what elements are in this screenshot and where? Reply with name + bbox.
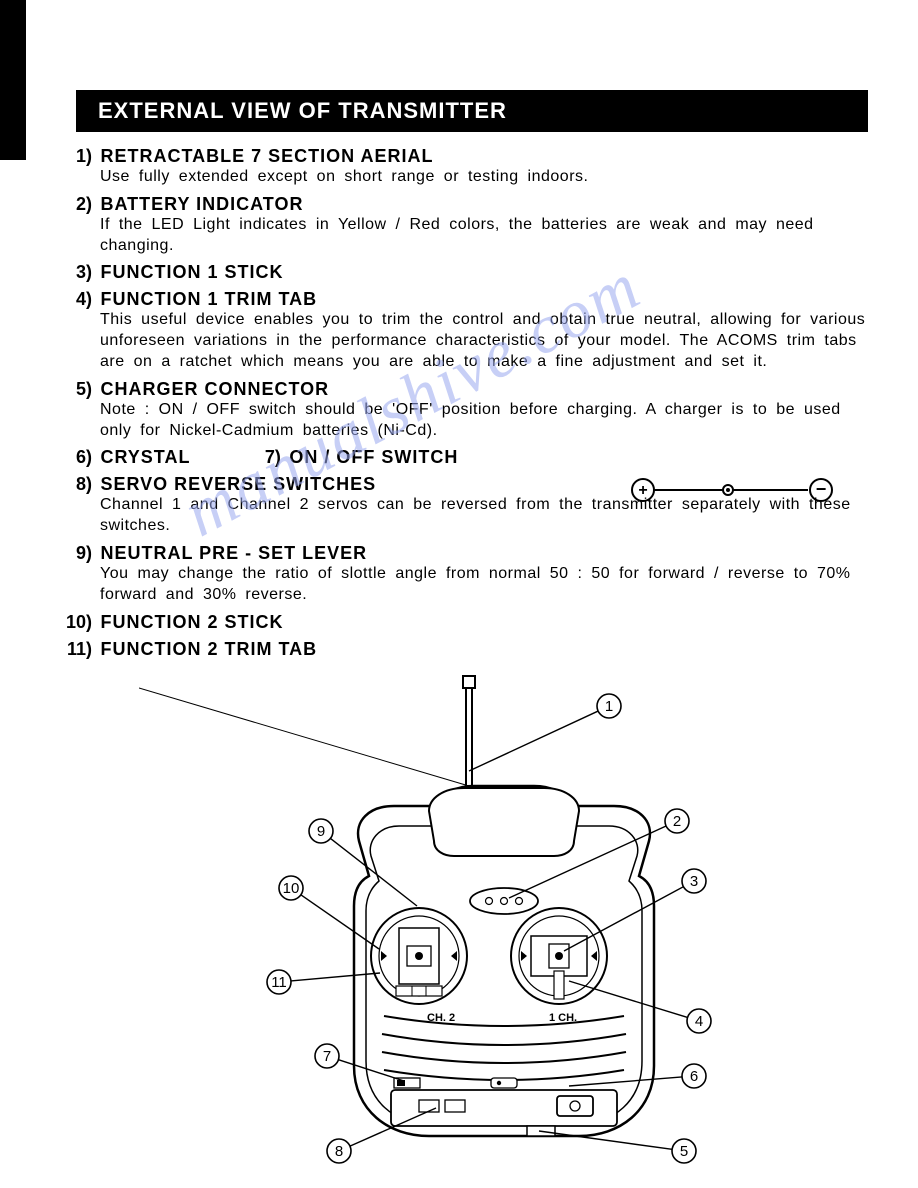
channel-1-label: 1 CH.	[549, 1012, 577, 1024]
item-number: 5)	[64, 379, 92, 400]
item-heading: SERVO REVERSE SWITCHES	[100, 474, 376, 494]
polarity-icon: + −	[628, 475, 838, 505]
callout-number: 11	[271, 974, 287, 991]
callout-number: 5	[680, 1143, 688, 1160]
item-heading: CHARGER CONNECTOR	[100, 379, 329, 399]
callout-number: 1	[605, 698, 613, 715]
item-number: 10)	[64, 612, 92, 633]
list-item: 9) NEUTRAL PRE - SET LEVER You may chang…	[64, 543, 868, 606]
function-2-stick-icon	[371, 908, 467, 1004]
item-number: 6)	[64, 447, 92, 468]
manual-page: EXTERNAL VIEW OF TRANSMITTER manualshive…	[0, 0, 918, 1188]
item-number: 8)	[64, 474, 92, 495]
servo-reverse-switch-icon	[445, 1100, 465, 1112]
list-item: 11) FUNCTION 2 TRIM TAB	[64, 639, 868, 660]
list-item: 2) BATTERY INDICATOR If the LED Light in…	[64, 194, 868, 257]
servo-reverse-switch-icon	[419, 1100, 439, 1112]
item-heading: FUNCTION 1 STICK	[100, 262, 283, 282]
item-description: Note : ON / OFF switch should be 'OFF' p…	[100, 400, 868, 442]
item-description: You may change the ratio of slottle angl…	[100, 564, 868, 606]
callout-number: 2	[673, 813, 681, 830]
item-number: 3)	[64, 262, 92, 283]
function-1-stick-icon	[511, 908, 607, 1004]
callout-number: 8	[335, 1143, 343, 1160]
item-heading: CRYSTAL	[100, 447, 190, 467]
item-heading: FUNCTION 2 STICK	[100, 612, 283, 632]
callout-line	[539, 1131, 672, 1149]
transmitter-diagram: CH. 2 1 CH. 1 2 3 4 5 6 7 8 9 10 11	[139, 666, 779, 1176]
section-title: EXTERNAL VIEW OF TRANSMITTER	[76, 90, 868, 132]
list-item: 10) FUNCTION 2 STICK	[64, 612, 868, 633]
list-item: 6) CRYSTAL 7) ON / OFF SWITCH	[64, 447, 868, 468]
channel-2-label: CH. 2	[427, 1012, 455, 1024]
aerial-icon	[139, 676, 475, 786]
item-heading: BATTERY INDICATOR	[100, 194, 303, 214]
item-number: 1)	[64, 146, 92, 167]
callout-number: 9	[317, 823, 325, 840]
item-heading: ON / OFF SWITCH	[289, 447, 458, 467]
item-number: 9)	[64, 543, 92, 564]
item-description: This useful device enables you to trim t…	[100, 310, 868, 372]
item-heading: RETRACTABLE 7 SECTION AERIAL	[100, 146, 433, 166]
list-item: 3) FUNCTION 1 STICK	[64, 262, 868, 283]
item-heading: NEUTRAL PRE - SET LEVER	[100, 543, 367, 563]
item-number: 11)	[64, 639, 92, 660]
minus-symbol: −	[816, 479, 827, 499]
callout-number: 4	[695, 1013, 703, 1030]
crystal-slot-icon	[557, 1096, 593, 1116]
callout-line	[469, 711, 598, 771]
transmitter-handle	[429, 788, 579, 856]
item-description: If the LED Light indicates in Yellow / R…	[100, 215, 868, 257]
item-number: 4)	[64, 289, 92, 310]
item-heading: FUNCTION 2 TRIM TAB	[100, 639, 317, 659]
item-heading: FUNCTION 1 TRIM TAB	[100, 289, 317, 309]
feature-list: 1) RETRACTABLE 7 SECTION AERIAL Use full…	[64, 146, 868, 660]
callout-number: 3	[690, 873, 698, 890]
list-item: 4) FUNCTION 1 TRIM TAB This useful devic…	[64, 289, 868, 372]
item-description: Use fully extended except on short range…	[100, 167, 868, 188]
item-number: 7)	[265, 447, 281, 468]
plus-symbol: +	[638, 482, 647, 499]
callout-number: 10	[283, 880, 300, 897]
callout-number: 7	[323, 1048, 331, 1065]
callout-number: 6	[690, 1068, 698, 1085]
list-item: 5) CHARGER CONNECTOR Note : ON / OFF swi…	[64, 379, 868, 442]
item-number: 2)	[64, 194, 92, 215]
battery-indicator-icon	[470, 888, 538, 914]
list-item: 1) RETRACTABLE 7 SECTION AERIAL Use full…	[64, 146, 868, 188]
neutral-preset-icon	[491, 1078, 517, 1088]
binding-edge	[0, 0, 26, 160]
